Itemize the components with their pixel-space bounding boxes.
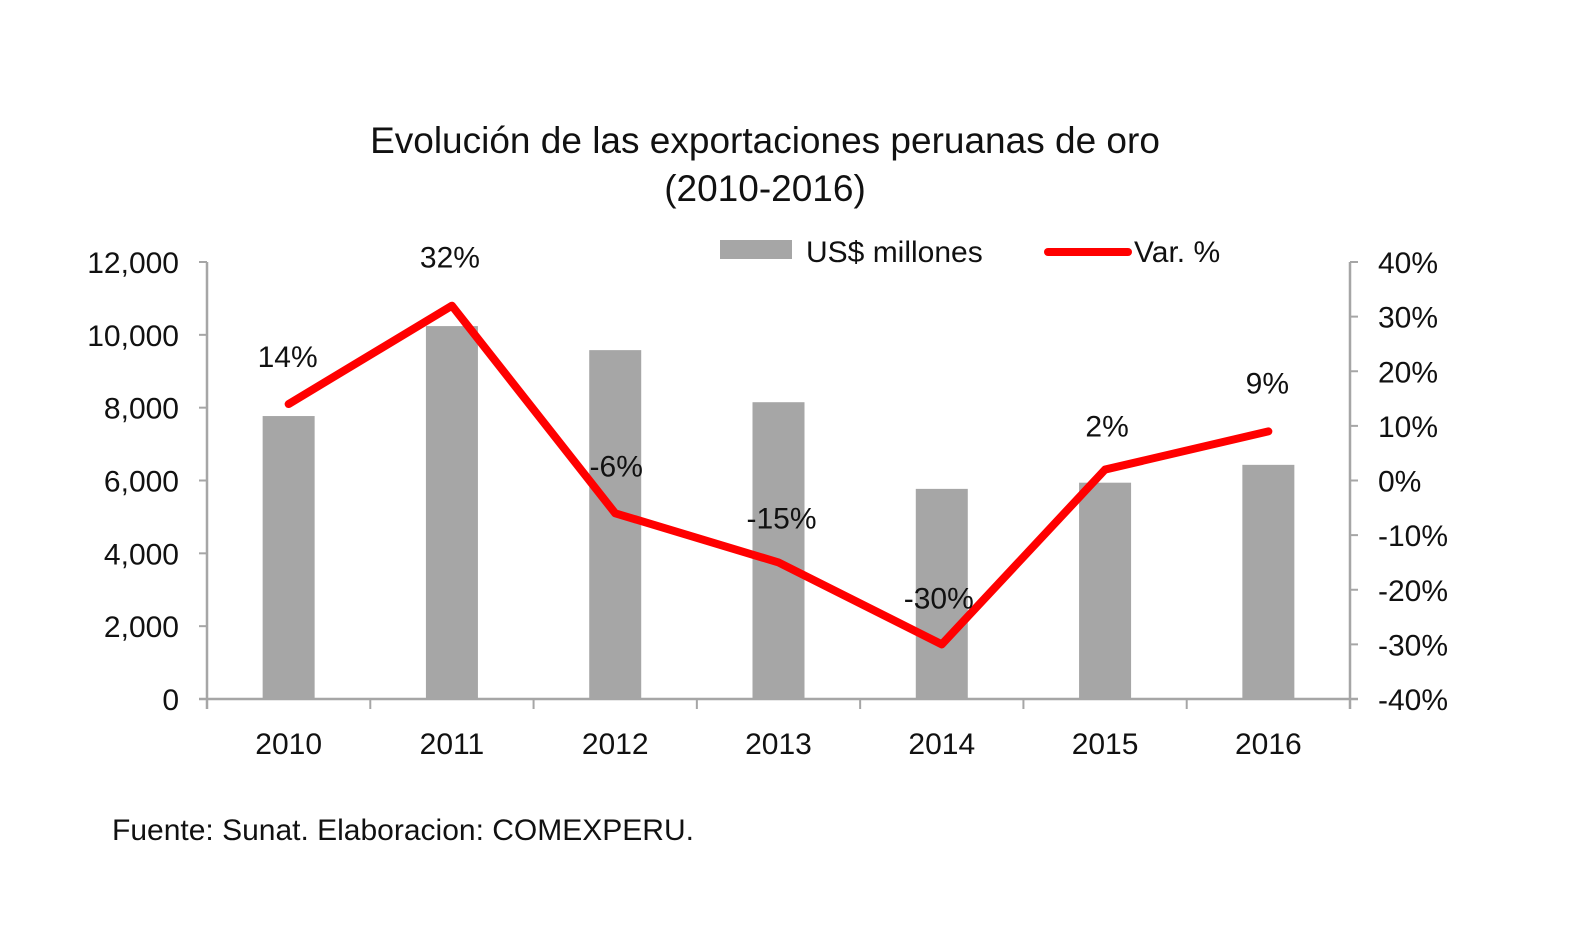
data-label-2010: 14% — [258, 341, 318, 374]
left-axis-label: 8,000 — [104, 393, 179, 426]
right-axis-label: 10% — [1378, 411, 1438, 444]
bar-2016 — [1242, 464, 1295, 699]
data-label-2012: -6% — [590, 450, 643, 483]
x-axis-label-2014: 2014 — [908, 728, 975, 761]
x-axis-label-2012: 2012 — [582, 728, 649, 761]
left-axis-label: 10,000 — [87, 320, 179, 353]
bar-series — [262, 326, 1295, 699]
legend-bar-label: US$ millones — [806, 236, 983, 269]
legend: US$ millones Var. % — [720, 236, 1220, 269]
line-series — [284, 301, 1273, 649]
right-axis-label: 30% — [1378, 302, 1438, 335]
right-axis-label: -30% — [1378, 629, 1448, 662]
data-label-2013: -15% — [746, 502, 816, 535]
tick-labels: 0 2,000 4,000 6,000 8,000 10,000 12,000 -40% -30… — [87, 247, 1448, 761]
bar-2012 — [589, 350, 642, 699]
data-label-2014: -30% — [904, 582, 974, 615]
chart-title-line-2: (2010-2016) — [664, 168, 866, 209]
data-label-2016: 9% — [1246, 367, 1289, 400]
x-axis-label-2010: 2010 — [255, 728, 322, 761]
x-axis-label-2015: 2015 — [1072, 728, 1139, 761]
left-axis-label: 2,000 — [104, 611, 179, 644]
bar-2014 — [915, 488, 968, 699]
legend-bar-swatch — [720, 240, 792, 259]
data-labels: 14% 32% -6% -15% -30% 2% 9% — [258, 242, 1289, 616]
chart-title-line-1: Evolución de las exportaciones peruanas … — [370, 120, 1160, 161]
right-axis-label: 40% — [1378, 247, 1438, 280]
left-axis-label: 12,000 — [87, 247, 179, 280]
bar-2010 — [262, 416, 315, 699]
left-axis-label: 0 — [162, 684, 179, 717]
data-label-2015: 2% — [1085, 411, 1128, 444]
data-label-2011: 32% — [420, 242, 480, 275]
right-axis-label: 20% — [1378, 356, 1438, 389]
bar-2013 — [752, 402, 805, 699]
bar-2015 — [1079, 482, 1132, 699]
right-axis-label: -20% — [1378, 575, 1448, 608]
x-axis-label-2013: 2013 — [745, 728, 812, 761]
right-axis-label: -40% — [1378, 684, 1448, 717]
x-axis-label-2016: 2016 — [1235, 728, 1302, 761]
source-note: Fuente: Sunat. Elaboracion: COMEXPERU. — [112, 814, 694, 847]
right-axis-label: -10% — [1378, 520, 1448, 553]
left-axis-label: 6,000 — [104, 466, 179, 499]
right-axis-label: 0% — [1378, 466, 1421, 499]
x-axis-label-2011: 2011 — [420, 728, 485, 761]
axes — [199, 261, 1358, 709]
bar-2011 — [425, 326, 478, 699]
chart-title: Evolución de las exportaciones peruanas … — [370, 120, 1160, 209]
left-axis-label: 4,000 — [104, 538, 179, 571]
legend-line-label: Var. % — [1134, 236, 1220, 269]
